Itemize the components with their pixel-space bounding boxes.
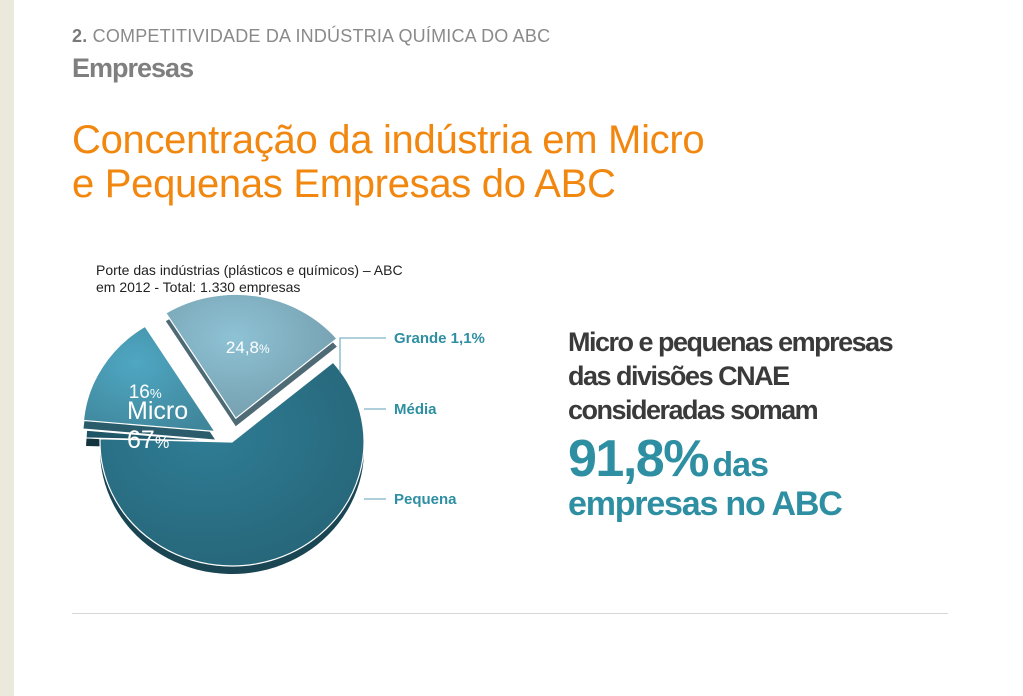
section-title: COMPETITIVIDADE DA INDÚSTRIA QUÍMICA DO … (92, 26, 551, 46)
chart-caption-line-2: em 2012 - Total: 1.330 empresas (96, 279, 301, 295)
footer-divider (72, 613, 948, 614)
left-accent-strip (0, 0, 14, 696)
callout-label-grande: Grande 1,1% (394, 330, 485, 347)
callout-label-pequena: Pequena (394, 491, 457, 508)
chart-caption-line-1: Porte das indústrias (plásticos e químic… (96, 262, 403, 278)
summary-line-1: Micro e pequenas empresas (568, 327, 894, 357)
slice-value-label-media: 16% (129, 382, 162, 403)
slide-title-line-1: Concentração da indústria em Micro (72, 118, 705, 162)
summary-suffix-b: empresas no ABC (568, 485, 843, 523)
callout-leader-grande (339, 337, 386, 372)
summary-callout: Micro e pequenas empresas das divisões C… (568, 325, 988, 523)
pie-slice-grande (85, 429, 219, 442)
chart-caption: Porte das indústrias (plásticos e químic… (96, 262, 403, 296)
summary-line-2: das divisões CNAE (568, 361, 790, 391)
summary-line-3: consideradas somam (568, 395, 819, 425)
slide-title-line-2: e Pequenas Empresas do ABC (72, 162, 616, 206)
section-number: 2. (72, 26, 88, 46)
pie-slice-micro (99, 361, 365, 567)
slice-name-label-micro: Micro (127, 397, 188, 425)
pie-slice-pequena (164, 293, 338, 420)
section-heading: 2. COMPETITIVIDADE DA INDÚSTRIA QUÍMICA … (72, 26, 550, 47)
summary-highlight-percent: 91,8% (568, 430, 709, 488)
callout-label-media: Média (394, 401, 437, 418)
slide-title: Concentração da indústria em Micro e Peq… (72, 118, 705, 206)
pie-slice-media (82, 325, 217, 433)
slice-value-label-pequena: 24,8% (226, 338, 270, 357)
slide-subtitle: Empresas (72, 53, 194, 83)
summary-suffix-a: das (712, 446, 769, 484)
